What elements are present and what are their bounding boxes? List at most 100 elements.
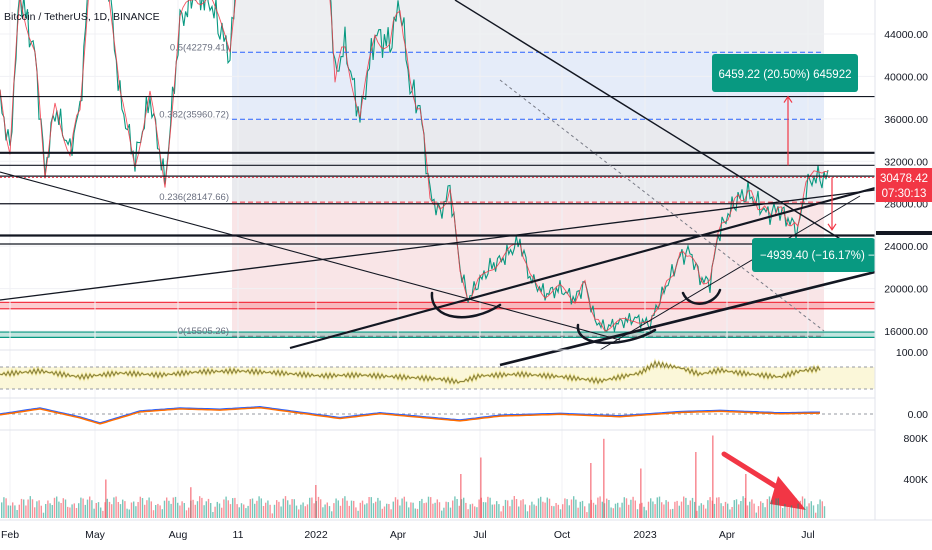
volume-bar [599,496,601,518]
volume-bar [34,507,36,518]
volume-spike [712,435,714,518]
volume-bar [689,500,691,518]
volume-bar [221,507,223,518]
volume-bar [152,510,155,518]
volume-bar [509,506,511,518]
time-tick-label: 11 [233,529,244,541]
volume-bar [788,507,790,518]
volume-bar [434,502,436,518]
measure-up-badge [712,54,858,92]
volume-spike [460,474,462,518]
volume-bar [441,510,443,518]
volume-bar [302,502,304,518]
volume-bar [630,499,632,518]
volume-bar [742,496,744,518]
time-tick-label: Aug [169,529,188,541]
volume-bar [775,498,777,518]
volume-bar [801,496,804,518]
volume-bar [251,498,254,518]
volume-bar [399,505,401,518]
current-price-label: 30478.42 [880,173,928,185]
volume-bar [203,505,205,518]
curve-marker-3 [681,288,722,305]
volume-bar [199,496,201,518]
volume-bar [485,502,487,518]
volume-bar [559,509,562,518]
volume-bar [623,497,625,518]
volume-bar [650,498,652,518]
volume-bar [188,507,190,518]
volume-bar [115,496,117,518]
volume-bar [126,508,128,518]
volume-bar [661,502,663,518]
volume-bar [562,504,564,518]
volume-bar [729,509,731,518]
volume-bar [663,504,665,518]
volume-bar [84,504,86,518]
volume-bar [271,513,273,518]
volume-bar [364,504,366,518]
measure-up-arrow [783,95,793,103]
volume-bar [595,504,597,518]
volume-bar [573,496,575,518]
volume-bar [93,508,95,518]
volume-bar [75,508,78,518]
volume-bar [553,506,555,518]
volume-bar [601,501,603,518]
volume-bar [346,500,348,518]
volume-bar [625,498,628,518]
volume-bar [542,501,544,518]
volume-bar [1,502,3,518]
volume-bar [335,498,337,518]
volume-layer [1,435,826,518]
trend-line-resistance [454,0,843,241]
volume-bar [172,497,174,518]
volume-bar [784,503,786,518]
volume-bar [247,505,249,518]
volume-bar [38,500,40,518]
volume-bar [500,511,502,518]
volume-bar [518,506,520,518]
volume-bar [551,505,553,518]
price-tick-label: 20000.00 [884,284,928,296]
volume-spike [603,438,605,518]
volume-bar [540,496,542,518]
volume-bar [405,501,408,518]
volume-bar [225,496,227,518]
volume-bar [377,497,379,518]
volume-bar [449,507,452,518]
volume-bar [348,505,350,518]
volume-bar [707,500,709,518]
time-tick-label: May [85,529,106,541]
volume-bar [588,503,590,518]
volume-bar [300,504,302,518]
volume-bar [69,507,71,518]
volume-bar [535,505,537,518]
volume-bar [636,509,639,518]
time-tick-label: 2023 [633,529,657,541]
volume-bar [606,498,608,518]
volume-bar [718,497,720,518]
volume-bar [25,505,27,518]
time-tick-label: 2022 [304,529,328,541]
volume-bar [566,499,568,518]
volume-bar [487,496,489,518]
time-tick-label: Jul [801,529,814,541]
volume-bar [610,507,612,518]
volume-bar [581,500,584,518]
volume-bar [16,510,18,518]
volume-bar [273,504,276,518]
volume-bar [159,505,161,518]
volume-bar [394,497,397,518]
price-tick-label: 32000.00 [884,156,928,168]
volume-bar [342,498,344,518]
volume-bar [179,505,181,518]
volume-bar [291,499,293,518]
volume-bar [9,505,12,518]
volume-bar [645,510,647,518]
volume-bar [423,503,425,518]
volume-bar [456,499,458,518]
fib-zone-top [232,0,824,53]
volume-bar [570,499,573,518]
